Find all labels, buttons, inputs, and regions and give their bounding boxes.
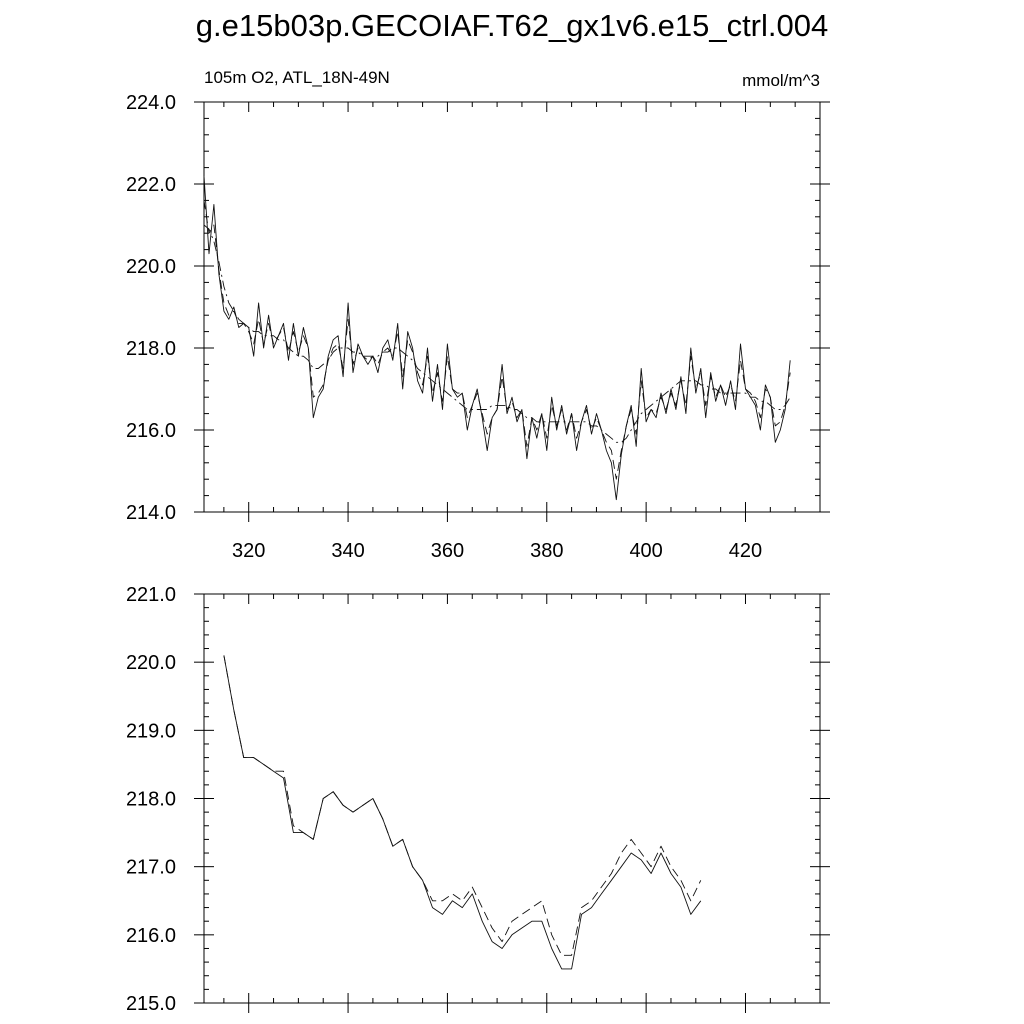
y-tick-label: 218.0 xyxy=(126,338,176,360)
y-tick-label: 216.0 xyxy=(126,925,176,947)
y-tick-label: 224.0 xyxy=(126,92,176,114)
series-line-dashdot xyxy=(203,224,791,443)
top-panel: 105m O2, ATL_18N-49N mmol/m^3 320 340 360 3… xyxy=(126,68,830,562)
y-tick-label: 214.0 xyxy=(126,502,176,524)
chart-title: g.e15b03p.GECOIAF.T62_gx1v6.e15_ctrl.004 xyxy=(195,8,829,43)
y-tick-label: 215.0 xyxy=(126,993,176,1015)
top-panel-units: mmol/m^3 xyxy=(742,71,820,90)
x-tick-label: 360 xyxy=(431,540,464,562)
top-panel-subtitle-left: 105m O2, ATL_18N-49N xyxy=(204,68,390,87)
series-line-dashed xyxy=(203,200,791,480)
panel-top-frame xyxy=(203,101,821,513)
series-line-solid xyxy=(223,655,702,970)
y-tick-label: 217.0 xyxy=(126,857,176,879)
y-tick-label: 218.0 xyxy=(126,789,176,811)
series-line-dashed xyxy=(223,655,702,956)
x-tick-label: 400 xyxy=(629,540,662,562)
y-tick-label: 219.0 xyxy=(126,720,176,742)
y-tick-label: 220.0 xyxy=(126,652,176,674)
y-tick-label: 221.0 xyxy=(126,584,176,606)
series-line-solid xyxy=(203,175,791,501)
x-tick-label: 380 xyxy=(530,540,563,562)
x-tick-label: 320 xyxy=(232,540,265,562)
x-tick-label: 420 xyxy=(729,540,762,562)
y-tick-label: 222.0 xyxy=(126,174,176,196)
bottom-panel: 215.0 216.0 217.0 218.0 219.0 220.0 221.0 xyxy=(126,584,830,1015)
y-tick-label: 216.0 xyxy=(126,420,176,442)
x-tick-label: 340 xyxy=(331,540,364,562)
panel-bottom-frame xyxy=(203,593,821,1004)
y-tick-label: 220.0 xyxy=(126,256,176,278)
